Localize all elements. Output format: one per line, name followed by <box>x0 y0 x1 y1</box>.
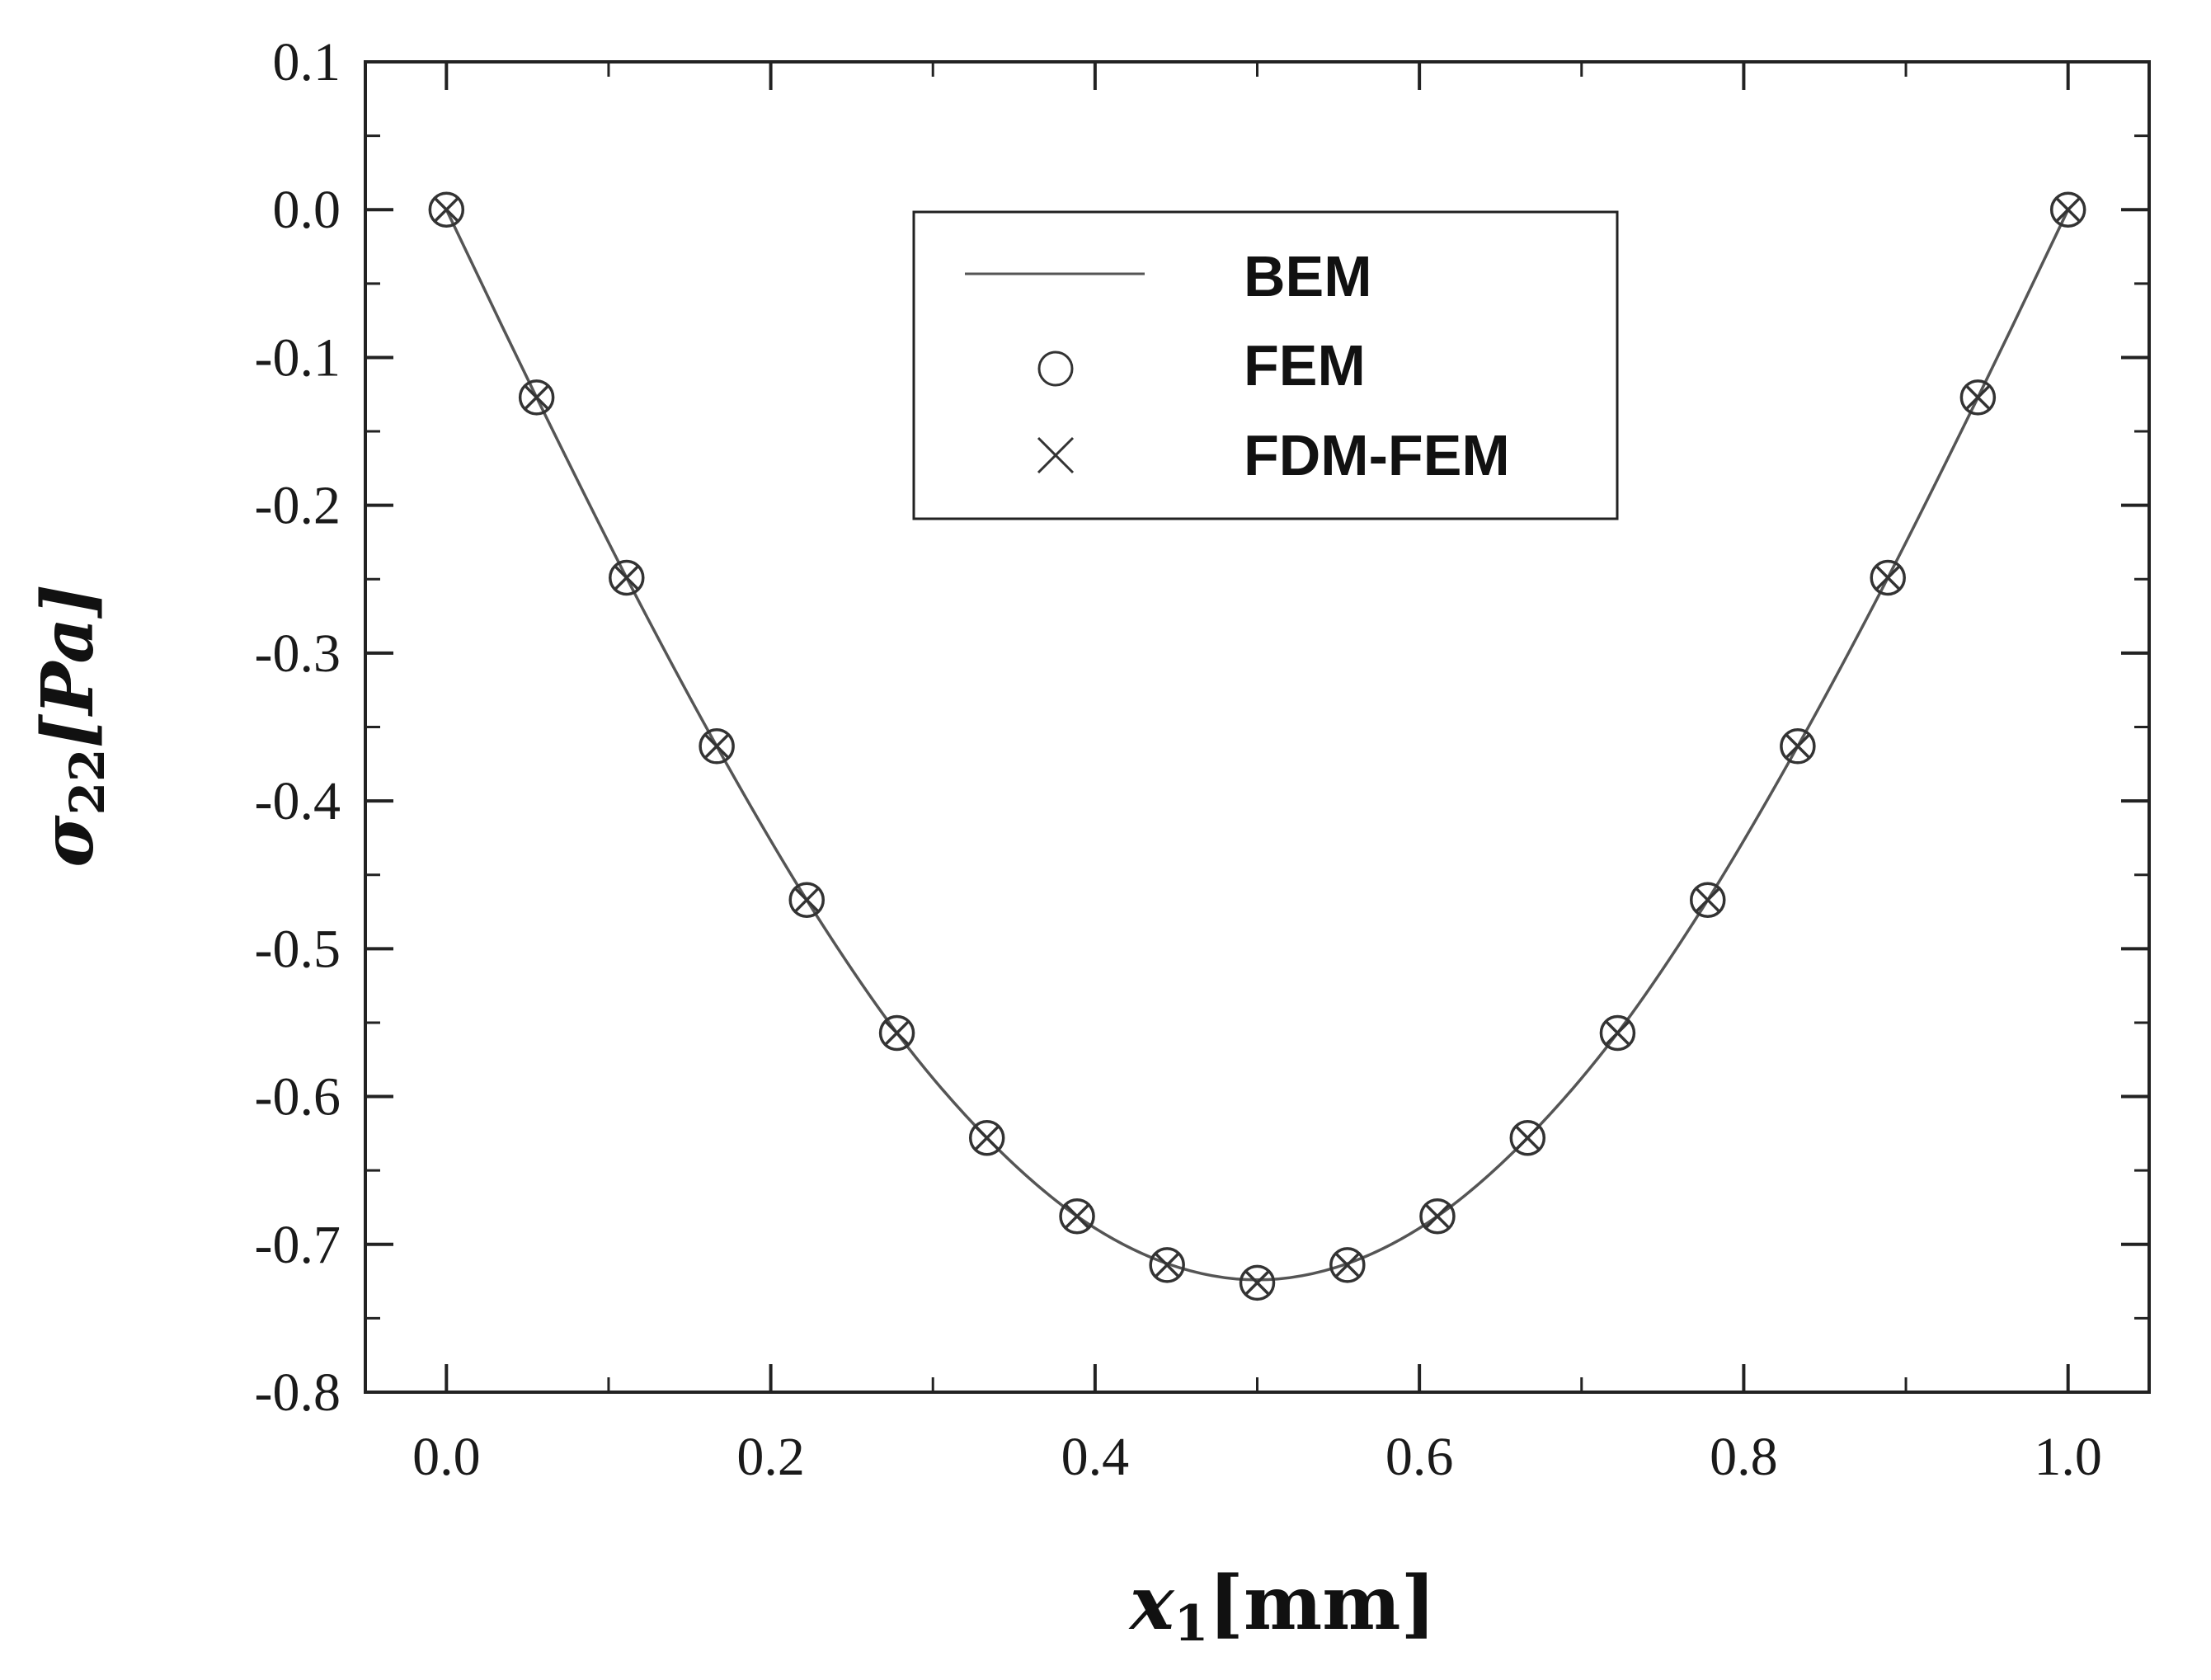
fdm-fem-point <box>1784 732 1812 760</box>
fdm-fem-point <box>1063 1202 1091 1230</box>
x-tick-label: 0.0 <box>412 1427 481 1487</box>
fdm-fem-point <box>1153 1251 1181 1279</box>
fem-point <box>609 559 645 596</box>
fem-point <box>878 1014 915 1052</box>
x-tick-label: 0.6 <box>1385 1427 1454 1487</box>
legend-x-swatch <box>1037 436 1075 474</box>
y-tick-label: -0.7 <box>255 1215 341 1275</box>
legend-box <box>912 210 1619 520</box>
fdm-fem-point <box>1423 1202 1451 1230</box>
fdm-fem-point <box>1694 886 1721 914</box>
fem-point <box>1149 1247 1185 1283</box>
fdm-fem-point <box>523 384 550 412</box>
y-axis-title: σ22[Pa] <box>26 584 115 868</box>
series-layer <box>428 191 2086 1301</box>
fem-point <box>699 728 735 765</box>
fdm-fem-point <box>883 1019 910 1047</box>
fdm-fem-point <box>973 1124 1000 1151</box>
y-tick-label: -0.4 <box>255 771 341 831</box>
fdm-fem-point <box>793 886 821 914</box>
x-tick-label: 1.0 <box>2034 1427 2102 1487</box>
y-tick-label: -0.5 <box>255 919 341 979</box>
fdm-fem-point <box>613 564 641 591</box>
fem-point <box>2049 191 2086 228</box>
fem-point <box>1509 1119 1546 1156</box>
bem-series-line <box>445 209 2070 1282</box>
y-tick-label: -0.2 <box>255 476 341 536</box>
fem-point <box>518 379 555 416</box>
legend-label-fem: FEM <box>1244 333 1366 398</box>
y-tick-label: -0.3 <box>255 624 341 684</box>
fem-point <box>1599 1014 1636 1052</box>
x-tick-label: 0.8 <box>1710 1427 1778 1487</box>
fem-point <box>1419 1198 1456 1235</box>
y-tick-label: 0.1 <box>273 32 341 92</box>
fem-point <box>1059 1198 1095 1235</box>
fem-point <box>1780 728 1816 765</box>
legend-label-fdm-fem: FDM-FEM <box>1244 423 1510 487</box>
y-axis-symbol: σ <box>26 815 110 868</box>
legend-label-bem: BEM <box>1244 244 1372 308</box>
axis-ticks <box>365 60 2149 1394</box>
fem-point <box>1870 559 1906 596</box>
fem-point <box>1329 1247 1366 1283</box>
x-axis-title: x1[mm] <box>1128 1560 1436 1653</box>
y-axis-subscript: 22 <box>59 749 115 816</box>
fdm-fem-point <box>1514 1124 1541 1151</box>
x-axis-symbol: x <box>1128 1560 1175 1647</box>
y-tick-label: -0.1 <box>255 327 341 388</box>
fdm-fem-point <box>1334 1251 1362 1279</box>
fdm-fem-point <box>433 195 460 224</box>
y-tick-label: 0.0 <box>273 180 341 240</box>
y-tick-label: -0.6 <box>255 1067 341 1127</box>
fem-point <box>788 882 825 918</box>
y-tick-label: -0.8 <box>255 1362 341 1423</box>
legend-circle-swatch <box>1037 351 1074 387</box>
fdm-fem-point <box>1244 1269 1271 1296</box>
fdm-fem-point <box>2054 195 2082 224</box>
x-tick-label: 0.2 <box>736 1427 805 1487</box>
fdm-fem-point <box>1874 564 1902 591</box>
fem-point <box>1239 1264 1276 1301</box>
fem-point <box>428 191 465 228</box>
fem-point <box>1959 379 1997 416</box>
y-axis-unit: [Pa] <box>26 584 110 748</box>
fem-point <box>968 1119 1005 1156</box>
tick-labels: 0.0 0.2 0.4 0.6 0.8 1.0 0.1 0.0 -0.1 -0.2 -0.3 -0.4… <box>255 32 2102 1487</box>
fdm-fem-point <box>1604 1019 1631 1047</box>
fdm-fem-point <box>1964 384 1992 412</box>
fdm-fem-point <box>703 732 731 760</box>
x-tick-label: 0.4 <box>1061 1427 1130 1487</box>
x-axis-subscript: 1 <box>1174 1595 1209 1653</box>
legend: BEM FEM FDM-FEM <box>912 210 1619 520</box>
fem-point <box>1690 882 1726 918</box>
x-axis-unit: [mm] <box>1208 1560 1436 1647</box>
